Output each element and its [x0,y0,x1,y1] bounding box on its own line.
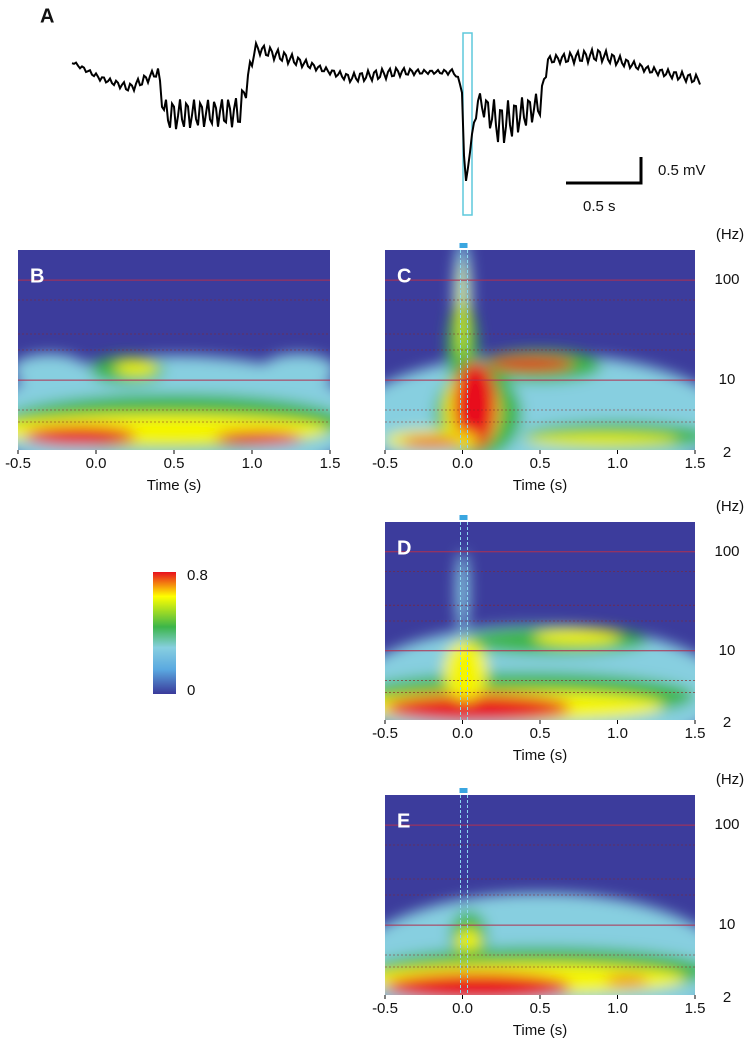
y-tick-label: 10 [719,642,736,659]
power-region [114,361,159,375]
power-region [400,437,463,447]
x-tick-label: 0.0 [452,1000,473,1017]
x-tick-label: 0.0 [452,725,473,742]
x-tick-label: 1.5 [685,1000,706,1017]
spectrogram [385,250,695,450]
x-tick-label: 0.5 [530,455,551,472]
power-region [453,362,497,450]
colorbar [153,572,176,694]
x-axis-label: Time (s) [147,477,201,494]
colorbar-tick-label: 0 [187,682,195,699]
x-tick-label: 1.0 [607,455,628,472]
lfp-trace [71,39,701,182]
spectrogram [385,522,695,720]
colorbar-tick-label: 0.8 [187,567,208,584]
power-region [458,260,467,360]
x-tick-label: 1.0 [242,455,263,472]
y-tick-label: 10 [719,916,736,933]
y-unit: (Hz) [716,498,744,515]
x-tick-label: -0.5 [372,1000,398,1017]
panel-label: A [40,5,54,27]
x-tick-label: 0.5 [164,455,185,472]
y-tick-label: 100 [714,543,739,560]
y-tick-label: 2 [723,714,731,731]
y-tick-label: 100 [714,816,739,833]
x-axis-label: Time (s) [513,477,567,494]
power-region [24,426,137,446]
x-tick-label: 0.5 [530,725,551,742]
panel-label: B [30,265,44,287]
y-unit: (Hz) [716,771,744,788]
power-region [214,431,302,445]
panel-label: C [397,265,411,287]
x-tick-label: 0.0 [86,455,107,472]
scale-time: 0.5 s [583,198,616,215]
scale-voltage: 0.5 mV [658,162,706,179]
x-tick-label: 1.5 [320,455,341,472]
x-axis-label: Time (s) [513,1022,567,1039]
panel-label: E [397,810,410,832]
power-region [385,694,571,720]
x-tick-label: 1.0 [607,1000,628,1017]
y-tick-label: 2 [723,444,731,461]
x-tick-label: 1.5 [685,725,706,742]
power-region [385,973,571,995]
power-region [487,357,575,371]
stim-marker [459,243,468,248]
y-tick-label: 10 [719,371,736,388]
x-tick-label: 1.0 [607,725,628,742]
power-region [533,628,621,645]
y-tick-label: 2 [723,989,731,1006]
x-tick-label: 1.5 [685,455,706,472]
power-region [456,551,469,631]
stim-marker [459,788,468,793]
y-tick-label: 100 [714,271,739,288]
spectrogram [18,250,330,450]
x-tick-label: -0.5 [372,725,398,742]
x-axis-label: Time (s) [513,747,567,764]
highlight-box [462,32,473,216]
panel-label: D [397,537,411,559]
power-region [524,434,680,446]
power-region [261,354,330,386]
power-region [18,354,87,386]
stim-marker [459,515,468,520]
power-region [443,640,488,701]
x-tick-label: -0.5 [372,455,398,472]
power-blobs [385,551,695,720]
x-tick-label: 0.0 [452,455,473,472]
x-tick-label: -0.5 [5,455,31,472]
power-region [605,977,649,985]
y-unit: (Hz) [716,226,744,243]
spectrogram [385,795,695,995]
scale-bar [566,157,643,185]
x-tick-label: 0.5 [530,1000,551,1017]
power-blobs [385,250,695,450]
